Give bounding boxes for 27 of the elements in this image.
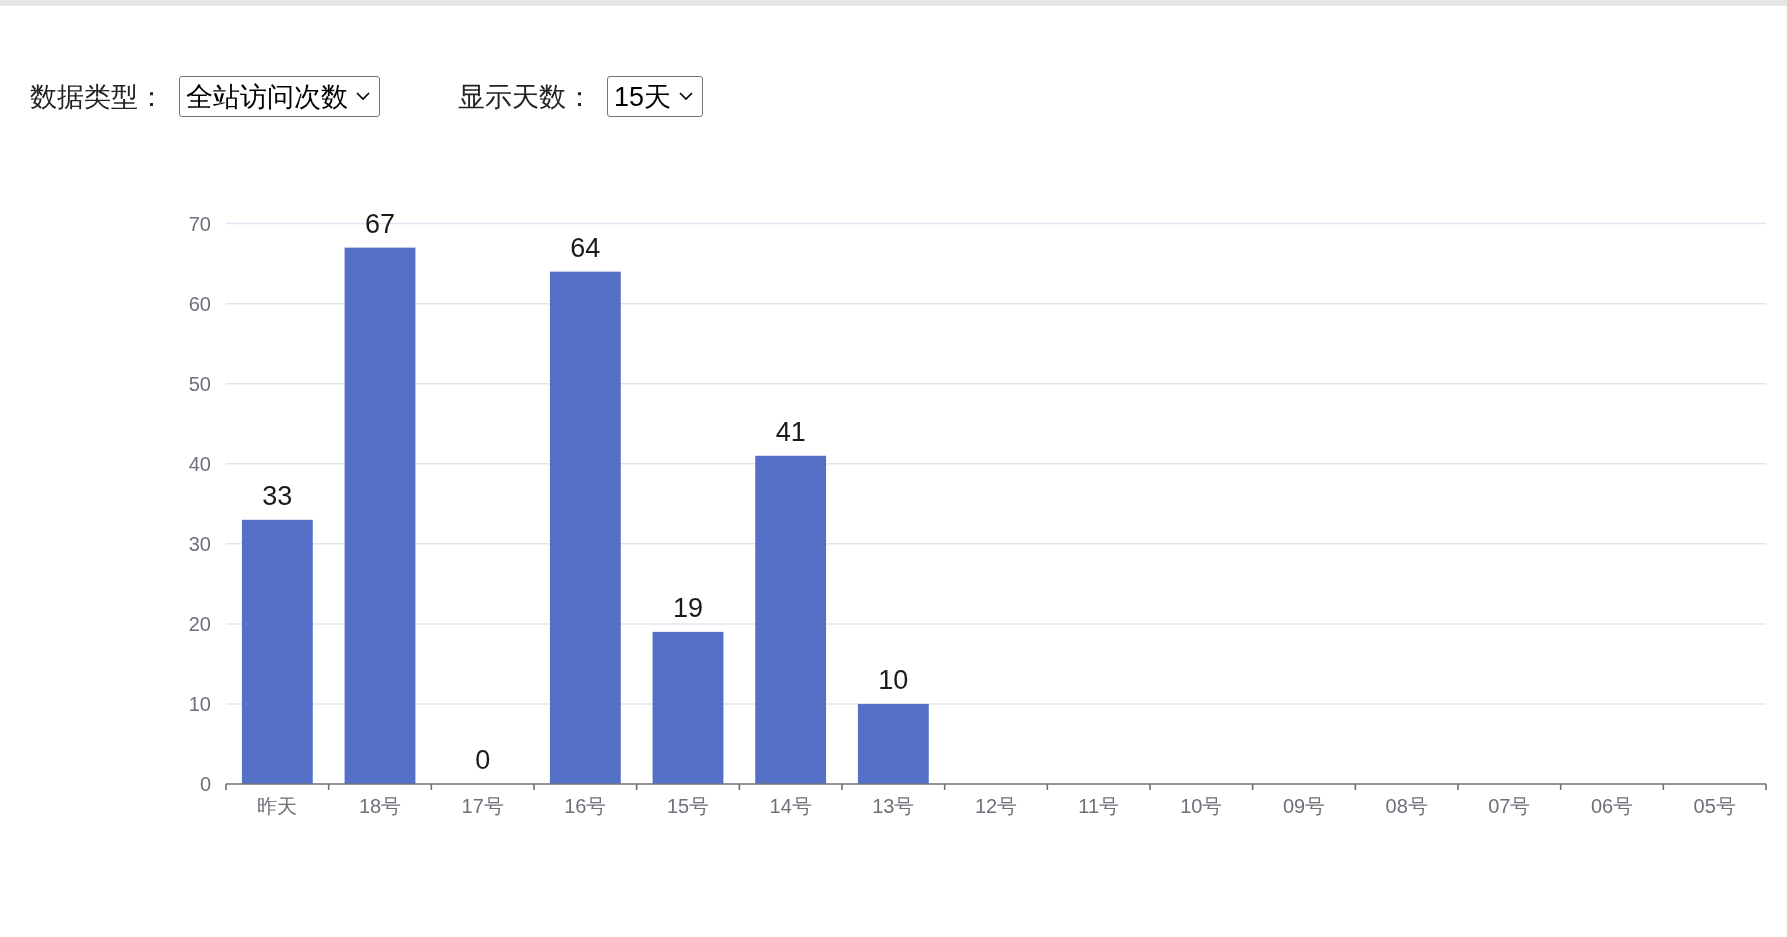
- x-tick-label: 16号: [564, 795, 607, 817]
- text: 显示天数：: [458, 80, 593, 114]
- x-tick-label: 13号: [872, 795, 915, 817]
- dropdown: 15天: [607, 76, 704, 117]
- x-tick-label: 12号: [974, 795, 1018, 817]
- y-tick-label: 20: [188, 612, 211, 635]
- y-tick-label: 50: [188, 372, 211, 395]
- x-tick-label: 09号: [1282, 795, 1326, 817]
- x-tick-label: 05号: [1693, 795, 1736, 817]
- x-tick-label: 14号: [769, 795, 812, 817]
- x-tick-label: 17号: [461, 795, 504, 817]
- y-tick-label: 40: [188, 452, 211, 475]
- x-tick-label: 15号: [666, 795, 710, 817]
- y-tick-label: 60: [188, 292, 211, 315]
- x-tick-label: 08号: [1385, 795, 1428, 817]
- x-tick-label: 06号: [1590, 795, 1634, 817]
- x-tick-label: 10号: [1180, 795, 1223, 817]
- dropdown: 全站访问次数: [179, 76, 380, 117]
- y-tick-label: 70: [188, 212, 211, 235]
- x-tick-label: 11号: [1078, 795, 1120, 817]
- x-tick-label: 07号: [1488, 795, 1531, 817]
- x-tick-label: 昨天: [257, 795, 298, 817]
- y-tick-label: 0: [199, 773, 211, 795]
- y-tick-label: 30: [188, 532, 211, 555]
- y-tick-label: 10: [188, 692, 211, 715]
- text: 数据类型：: [30, 80, 165, 114]
- x-tick-label: 18号: [358, 795, 402, 817]
